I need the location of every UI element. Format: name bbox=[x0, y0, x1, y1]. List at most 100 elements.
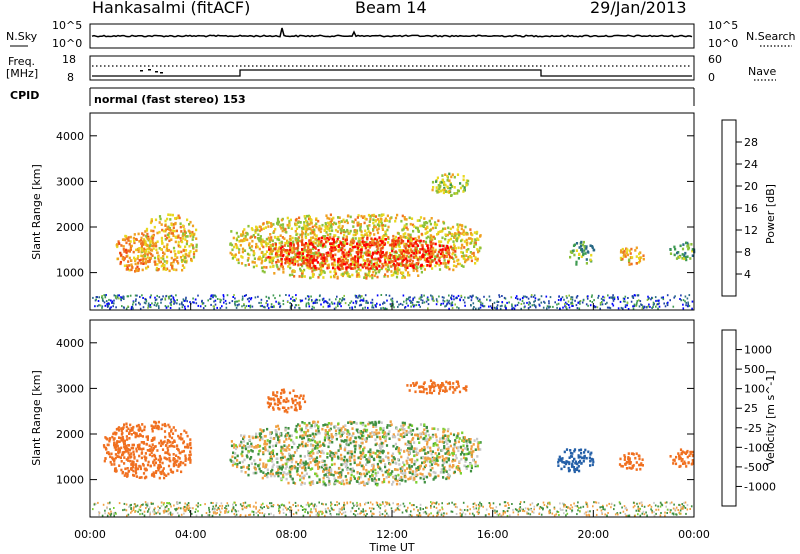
near-range-cell bbox=[349, 302, 351, 304]
data-cell bbox=[280, 262, 283, 266]
data-cell bbox=[142, 233, 145, 237]
data-cell bbox=[408, 441, 411, 444]
near-range-cell bbox=[170, 302, 172, 305]
data-cell bbox=[164, 228, 168, 231]
data-cell bbox=[160, 256, 163, 260]
data-cell bbox=[349, 459, 352, 462]
data-cell bbox=[352, 267, 355, 270]
near-range-cell bbox=[412, 305, 415, 308]
near-range-cell bbox=[488, 305, 490, 308]
near-range-cell bbox=[646, 299, 649, 301]
data-cell bbox=[371, 251, 375, 255]
data-cell bbox=[138, 443, 141, 447]
data-cell bbox=[138, 240, 141, 243]
data-cell bbox=[277, 220, 280, 224]
near-range-cell bbox=[535, 306, 537, 309]
near-range-cell bbox=[192, 297, 194, 300]
data-cell bbox=[165, 474, 168, 477]
data-cell bbox=[460, 227, 463, 231]
data-cell bbox=[450, 234, 453, 237]
data-cell bbox=[337, 261, 340, 265]
data-cell bbox=[349, 252, 352, 255]
near-range-cell bbox=[657, 303, 659, 306]
data-cell bbox=[145, 443, 148, 446]
data-cell bbox=[176, 444, 179, 447]
data-cell bbox=[296, 249, 299, 253]
data-cell bbox=[404, 235, 407, 239]
data-cell bbox=[449, 432, 452, 436]
data-cell bbox=[236, 465, 239, 469]
data-cell bbox=[309, 227, 312, 230]
data-cell bbox=[428, 219, 431, 223]
data-cell bbox=[162, 472, 165, 475]
data-cell bbox=[150, 424, 153, 428]
data-cell bbox=[284, 426, 287, 430]
data-cell bbox=[151, 448, 154, 452]
data-cell bbox=[129, 423, 132, 427]
data-cell bbox=[425, 236, 428, 240]
near-range-cell bbox=[520, 307, 522, 310]
data-cell bbox=[282, 475, 285, 479]
near-range-cell bbox=[647, 295, 649, 298]
data-cell bbox=[300, 272, 304, 275]
data-cell bbox=[282, 248, 285, 252]
data-cell bbox=[308, 421, 311, 425]
near-range-cell bbox=[521, 300, 524, 303]
data-cell bbox=[471, 252, 474, 255]
data-cell bbox=[154, 244, 158, 248]
data-cell bbox=[302, 476, 305, 480]
data-cell bbox=[258, 444, 262, 448]
near-range-cell bbox=[393, 306, 395, 309]
data-cell bbox=[405, 459, 408, 463]
near-range-cell bbox=[380, 294, 383, 296]
near-range-cell bbox=[568, 304, 570, 306]
data-cell bbox=[195, 228, 198, 232]
data-cell bbox=[392, 242, 395, 246]
data-cell bbox=[393, 240, 396, 244]
data-cell bbox=[290, 227, 293, 230]
data-cell bbox=[414, 470, 417, 473]
near-range-cell bbox=[603, 299, 605, 302]
data-cell bbox=[161, 228, 164, 232]
near-range-cell bbox=[383, 307, 386, 310]
near-range-cell bbox=[164, 305, 167, 307]
near-range-cell bbox=[142, 297, 144, 299]
data-cell bbox=[441, 248, 444, 251]
near-range-cell bbox=[204, 305, 207, 307]
data-cell bbox=[376, 275, 379, 279]
data-cell bbox=[271, 259, 275, 262]
data-cell bbox=[471, 233, 474, 237]
data-cell bbox=[336, 275, 339, 279]
data-cell bbox=[423, 465, 426, 469]
near-range-cell bbox=[603, 296, 606, 299]
data-cell bbox=[128, 264, 131, 267]
data-cell bbox=[436, 191, 439, 194]
data-cell bbox=[155, 470, 158, 473]
data-cell bbox=[141, 254, 144, 258]
data-cell bbox=[389, 420, 392, 423]
near-range-cell bbox=[599, 302, 602, 304]
data-cell bbox=[434, 221, 437, 224]
data-cell bbox=[452, 447, 455, 450]
near-range-cell bbox=[658, 302, 660, 305]
data-cell bbox=[332, 238, 335, 242]
data-cell bbox=[312, 256, 316, 259]
data-cell bbox=[434, 248, 437, 252]
data-cell bbox=[151, 427, 154, 431]
data-cell bbox=[467, 248, 470, 251]
data-cell bbox=[359, 253, 363, 256]
near-range-cell bbox=[470, 299, 473, 302]
near-range-cell bbox=[626, 301, 629, 304]
data-cell bbox=[455, 232, 458, 236]
data-cell bbox=[623, 249, 626, 253]
data-cell bbox=[285, 257, 288, 260]
data-cell bbox=[308, 217, 311, 221]
near-range-cell bbox=[143, 301, 146, 304]
data-cell bbox=[234, 255, 237, 259]
near-range-cell bbox=[123, 296, 125, 299]
data-cell bbox=[358, 430, 361, 433]
near-range-cell bbox=[95, 296, 98, 298]
data-cell bbox=[353, 263, 356, 267]
data-cell bbox=[113, 443, 116, 447]
near-range-cell bbox=[418, 297, 421, 300]
